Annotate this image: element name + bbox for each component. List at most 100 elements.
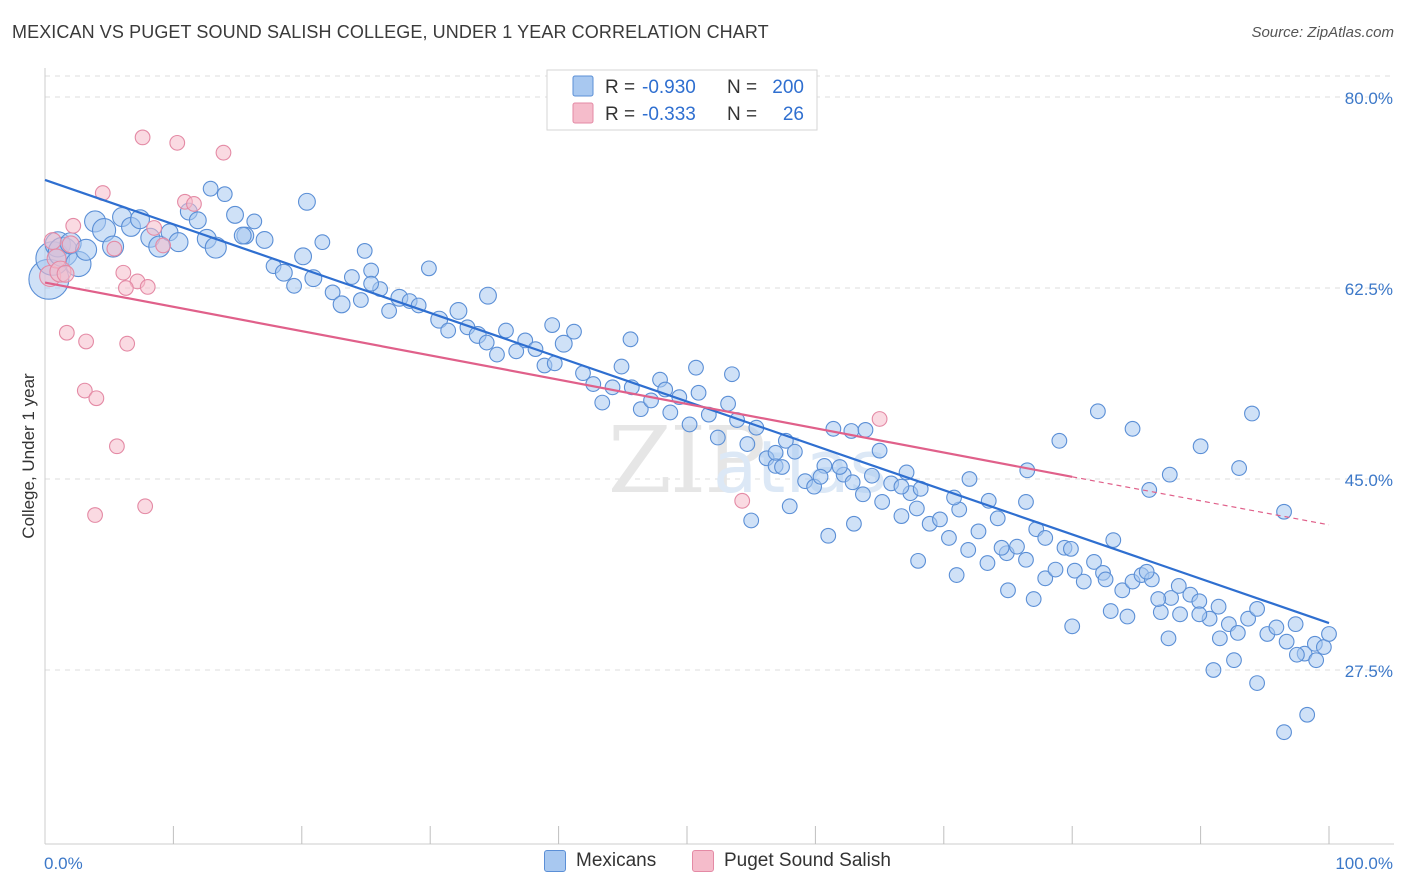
point-mexicans	[1051, 432, 1068, 449]
point-mexicans	[421, 260, 437, 277]
point-mexicans	[1141, 482, 1158, 498]
point-mexicans	[1191, 593, 1208, 610]
point-mexicans	[1160, 630, 1177, 647]
point-mexicans	[1249, 675, 1265, 691]
point-puget-sound-salish	[65, 217, 82, 234]
y-tick-label: 45.0%	[1345, 471, 1393, 490]
point-puget-sound-salish	[871, 411, 888, 427]
point-mexicans	[970, 523, 987, 540]
point-mexicans	[1229, 624, 1246, 641]
legend-item-mexicans: Mexicans	[544, 850, 656, 872]
point-puget-sound-salish	[139, 279, 156, 295]
stats-row1-r-label: R =	[605, 77, 635, 98]
point-mexicans	[1287, 616, 1304, 633]
grid-layer	[45, 75, 1394, 671]
point-puget-sound-salish	[43, 232, 62, 251]
point-mexicans	[989, 510, 1006, 527]
point-mexicans	[168, 232, 189, 253]
point-mexicans	[1037, 570, 1054, 587]
point-mexicans	[1211, 630, 1228, 647]
point-mexicans	[1018, 551, 1034, 568]
point-mexicans	[478, 334, 495, 351]
point-mexicans	[440, 322, 457, 339]
point-mexicans	[381, 303, 398, 319]
point-mexicans	[893, 508, 910, 525]
legend-swatch-mexicans	[544, 850, 566, 872]
y-tick-label: 62.5%	[1345, 280, 1393, 299]
legend-label-mexicans: Mexicans	[576, 850, 657, 871]
point-puget-sound-salish	[169, 134, 186, 151]
legend-swatch-puget-sound-salish	[692, 850, 714, 872]
point-mexicans	[1152, 604, 1169, 621]
y-axis-label: College, Under 1 year	[19, 373, 38, 539]
point-mexicans	[1089, 403, 1106, 420]
x-tick-label: 0.0%	[44, 854, 83, 873]
point-mexicans	[363, 275, 380, 292]
point-mexicans	[1025, 591, 1042, 607]
axis-layer	[44, 68, 1394, 845]
point-mexicans	[356, 242, 373, 259]
series-puget-sound-salish-points	[39, 129, 888, 523]
point-mexicans	[871, 442, 888, 459]
point-mexicans	[681, 416, 698, 433]
point-mexicans	[204, 236, 227, 259]
point-mexicans	[1244, 405, 1260, 422]
point-mexicans	[1226, 652, 1242, 669]
point-mexicans	[233, 226, 252, 245]
point-mexicans	[508, 343, 525, 360]
point-mexicans	[820, 527, 837, 544]
point-mexicans	[489, 346, 505, 363]
point-mexicans	[874, 494, 891, 510]
point-puget-sound-salish	[61, 235, 80, 254]
point-mexicans	[960, 542, 977, 558]
point-mexicans	[202, 180, 219, 197]
point-mexicans	[1075, 573, 1092, 590]
point-puget-sound-salish	[56, 264, 75, 283]
point-mexicans	[246, 213, 263, 230]
point-mexicans	[1066, 562, 1083, 579]
y-tick-label: 80.0%	[1345, 89, 1393, 108]
legend-label-puget-sound-salish: Puget Sound Salish	[724, 850, 891, 871]
point-puget-sound-salish	[106, 240, 123, 257]
stats-row1-n-value: 200	[772, 77, 804, 98]
point-puget-sound-salish	[215, 144, 232, 161]
point-mexicans	[294, 247, 313, 266]
point-puget-sound-salish	[76, 382, 93, 399]
stats-row1-n-label: N =	[727, 77, 757, 98]
point-mexicans	[690, 384, 707, 401]
point-mexicans	[1150, 591, 1167, 607]
point-mexicans	[274, 263, 293, 282]
point-mexicans	[1172, 606, 1188, 623]
point-puget-sound-salish	[58, 324, 75, 341]
point-mexicans	[1210, 598, 1227, 615]
point-mexicans	[1299, 706, 1316, 723]
point-mexicans	[863, 467, 880, 484]
point-mexicans	[566, 323, 582, 340]
point-mexicans	[831, 459, 848, 475]
point-mexicans	[1064, 618, 1081, 635]
point-mexicans	[844, 474, 861, 491]
point-mexicans	[255, 231, 274, 249]
point-mexicans	[662, 404, 679, 421]
chart-title: MEXICAN VS PUGET SOUND SALISH COLLEGE, U…	[12, 22, 769, 42]
point-mexicans	[594, 394, 611, 411]
point-mexicans	[932, 511, 948, 528]
point-mexicans	[743, 512, 760, 529]
point-puget-sound-salish	[88, 390, 105, 407]
point-mexicans	[324, 284, 341, 301]
point-mexicans	[767, 444, 784, 461]
point-mexicans	[449, 301, 468, 320]
stats-legend-swatch-blue	[572, 75, 594, 97]
point-mexicans	[1249, 600, 1265, 617]
point-mexicans	[825, 420, 842, 437]
point-mexicans	[1240, 610, 1257, 627]
point-mexicans	[332, 295, 351, 314]
point-mexicans	[1114, 582, 1131, 599]
stats-row1-r-value: -0.930	[642, 77, 696, 98]
point-mexicans	[1009, 538, 1025, 555]
point-mexicans	[1231, 460, 1248, 476]
point-mexicans	[226, 205, 244, 224]
point-puget-sound-salish	[146, 220, 163, 236]
point-mexicans	[554, 334, 573, 353]
point-puget-sound-salish	[137, 498, 154, 515]
